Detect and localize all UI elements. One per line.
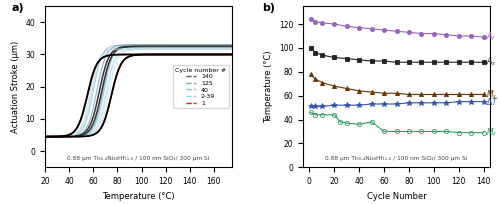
Text: $M_f$: $M_f$	[486, 126, 498, 139]
Text: a): a)	[12, 3, 24, 13]
X-axis label: Temperature (°C): Temperature (°C)	[102, 192, 175, 201]
Y-axis label: Temperature (°C): Temperature (°C)	[264, 50, 273, 123]
Text: $M_s$: $M_s$	[486, 88, 498, 101]
Text: $A_s$: $A_s$	[486, 56, 496, 69]
Text: b): b)	[262, 3, 275, 13]
Text: $\Delta T$: $\Delta T$	[486, 96, 498, 107]
Legend: 140, 125, 40, 2-39, 1: 140, 125, 40, 2-39, 1	[172, 65, 229, 108]
X-axis label: Cycle Number: Cycle Number	[366, 192, 426, 201]
Text: 0.88 μm Ti₅₀.₄Ni₄₈Hf₁₁.₆ / 100 nm SiO₂/ 300 μm Si: 0.88 μm Ti₅₀.₄Ni₄₈Hf₁₁.₆ / 100 nm SiO₂/ …	[68, 156, 210, 161]
Text: $A_f$: $A_f$	[486, 31, 496, 43]
Y-axis label: Actuation Stroke (μm): Actuation Stroke (μm)	[11, 41, 20, 133]
Text: 0.88 μm Ti₅₀.₄Ni₄₈Hf₁₁.₆ / 100 nm SiO₂/ 300 μm Si: 0.88 μm Ti₅₀.₄Ni₄₈Hf₁₁.₆ / 100 nm SiO₂/ …	[326, 156, 468, 161]
